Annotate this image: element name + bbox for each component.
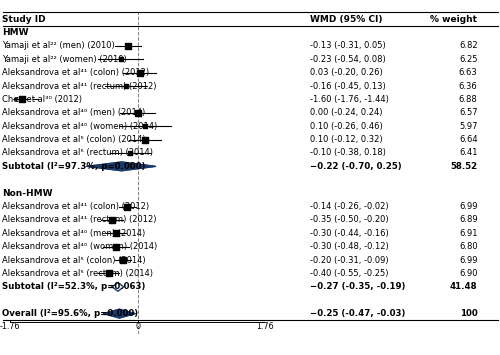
Text: 0.03 (-0.20, 0.26): 0.03 (-0.20, 0.26) [310,68,383,77]
Text: 6.91: 6.91 [459,229,477,238]
Text: -1.76: -1.76 [0,322,20,331]
Text: Aleksandrova et al⁴¹ (colon) (2012): Aleksandrova et al⁴¹ (colon) (2012) [2,68,150,77]
Text: 6.89: 6.89 [459,215,477,224]
Text: −0.22 (-0.70, 0.25): −0.22 (-0.70, 0.25) [310,162,402,171]
Text: -0.10 (-0.38, 0.18): -0.10 (-0.38, 0.18) [310,148,386,158]
Text: -0.16 (-0.45, 0.13): -0.16 (-0.45, 0.13) [310,82,386,91]
Text: 1.76: 1.76 [256,322,274,331]
Polygon shape [112,283,124,291]
Text: -0.30 (-0.48, -0.12): -0.30 (-0.48, -0.12) [310,242,389,251]
Text: WMD (95% CI): WMD (95% CI) [310,15,382,24]
Text: -0.30 (-0.44, -0.16): -0.30 (-0.44, -0.16) [310,229,389,238]
Point [112,230,120,236]
Text: 6.99: 6.99 [459,256,477,264]
Text: Study ID: Study ID [2,15,46,24]
Text: Aleksandrova et al⁴⁰ (women) (2014): Aleksandrova et al⁴⁰ (women) (2014) [2,122,158,131]
Text: Chen et al³⁰ (2012): Chen et al³⁰ (2012) [2,95,82,104]
Text: 6.63: 6.63 [459,68,477,77]
Point [18,97,25,102]
Text: Aleksandrova et al⁴⁰ (women) (2014): Aleksandrova et al⁴⁰ (women) (2014) [2,242,158,251]
Text: 6.64: 6.64 [459,135,477,144]
Text: 0.10 (-0.26, 0.46): 0.10 (-0.26, 0.46) [310,122,383,131]
Polygon shape [104,309,136,318]
Point [122,83,130,89]
Point [136,70,143,76]
Text: Aleksandrova et al⁴¹ (rectum) (2012): Aleksandrova et al⁴¹ (rectum) (2012) [2,82,157,91]
Point [119,257,127,263]
Text: Yamaji et al²² (women) (2010): Yamaji et al²² (women) (2010) [2,55,127,64]
Text: Subtotal (I²=52.3%, p=0.063): Subtotal (I²=52.3%, p=0.063) [2,282,146,291]
Point [108,217,116,223]
Text: -0.13 (-0.31, 0.05): -0.13 (-0.31, 0.05) [310,42,386,50]
Text: Aleksandrova et al⁵ (colon) (2014): Aleksandrova et al⁵ (colon) (2014) [2,135,146,144]
Text: 0.00 (-0.24, 0.24): 0.00 (-0.24, 0.24) [310,108,382,117]
Text: -1.60 (-1.76, -1.44): -1.60 (-1.76, -1.44) [310,95,389,104]
Text: -0.14 (-0.26, -0.02): -0.14 (-0.26, -0.02) [310,202,388,211]
Text: 41.48: 41.48 [450,282,477,291]
Text: 0.10 (-0.12, 0.32): 0.10 (-0.12, 0.32) [310,135,382,144]
Text: Aleksandrova et al⁵ (rectum) (2014): Aleksandrova et al⁵ (rectum) (2014) [2,269,154,278]
Text: 6.25: 6.25 [459,55,477,64]
Text: 5.97: 5.97 [459,122,477,131]
Text: Aleksandrova et al⁴¹ (rectum) (2012): Aleksandrova et al⁴¹ (rectum) (2012) [2,215,157,224]
Text: 100: 100 [460,309,477,318]
Text: 6.41: 6.41 [459,148,477,158]
Point [126,150,134,156]
Text: Aleksandrova et al⁴⁰ (men) (2014): Aleksandrova et al⁴⁰ (men) (2014) [2,229,146,238]
Text: −0.27 (-0.35, -0.19): −0.27 (-0.35, -0.19) [310,282,406,291]
Text: Aleksandrova et al⁵ (rectum) (2014): Aleksandrova et al⁵ (rectum) (2014) [2,148,154,158]
Text: Aleksandrova et al⁴⁰ (men) (2014): Aleksandrova et al⁴⁰ (men) (2014) [2,108,146,117]
Text: Aleksandrova et al⁴¹ (colon) (2012): Aleksandrova et al⁴¹ (colon) (2012) [2,202,150,211]
Text: -0.20 (-0.31, -0.09): -0.20 (-0.31, -0.09) [310,256,388,264]
Text: 6.99: 6.99 [459,202,477,211]
Text: −0.25 (-0.47, -0.03): −0.25 (-0.47, -0.03) [310,309,406,318]
Text: HMW: HMW [2,28,29,37]
Text: Subtotal (I²=97.3%, p=0.000): Subtotal (I²=97.3%, p=0.000) [2,162,146,171]
Text: 0: 0 [135,322,140,331]
Polygon shape [87,162,156,171]
Text: 6.80: 6.80 [459,242,477,251]
Point [140,137,148,142]
Text: 6.88: 6.88 [459,95,477,104]
Point [104,271,112,276]
Point [134,110,141,116]
Text: Yamaji et al²² (men) (2010): Yamaji et al²² (men) (2010) [2,42,115,50]
Text: -0.23 (-0.54, 0.08): -0.23 (-0.54, 0.08) [310,55,386,64]
Text: Aleksandrova et al⁵ (colon) (2014): Aleksandrova et al⁵ (colon) (2014) [2,256,146,264]
Text: 6.57: 6.57 [459,108,477,117]
Text: % weight: % weight [430,15,478,24]
Point [112,244,120,250]
Text: Overall (I²=95.6%, p=0.000): Overall (I²=95.6%, p=0.000) [2,309,138,318]
Point [124,204,132,209]
Text: 6.90: 6.90 [459,269,477,278]
Text: -0.35 (-0.50, -0.20): -0.35 (-0.50, -0.20) [310,215,388,224]
Point [117,56,125,62]
Text: 6.36: 6.36 [459,82,477,91]
Point [124,43,132,49]
Text: 6.82: 6.82 [459,42,477,50]
Text: Non-HMW: Non-HMW [2,189,53,198]
Text: -0.40 (-0.55, -0.25): -0.40 (-0.55, -0.25) [310,269,388,278]
Text: 58.52: 58.52 [450,162,477,171]
Point [140,124,148,129]
